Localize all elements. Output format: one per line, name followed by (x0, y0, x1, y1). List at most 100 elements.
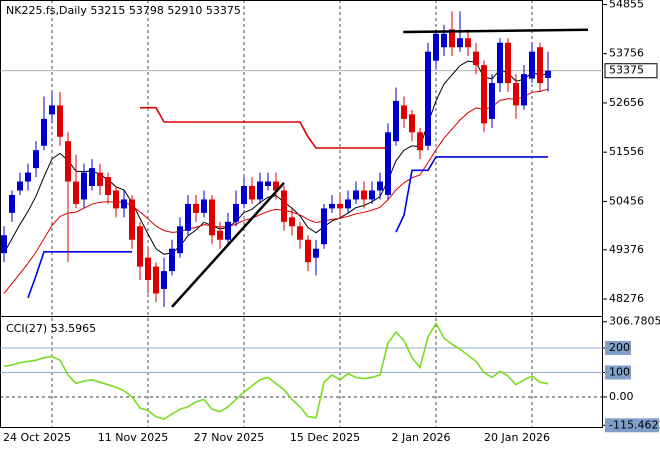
x-tick-label: 15 Dec 2025 (290, 431, 360, 444)
candle-body (345, 199, 351, 209)
candle-body (249, 186, 255, 200)
y-tick-label: 100 (609, 365, 630, 378)
x-tick-label: 11 Nov 2025 (98, 431, 168, 444)
candle-body (481, 65, 487, 124)
candle-body (153, 266, 159, 294)
y-tick-label: 306.7805 (609, 315, 660, 328)
price-box (604, 63, 658, 79)
candle-body (473, 51, 479, 66)
candle-body (425, 51, 431, 146)
label-box (605, 365, 631, 380)
candle-body (9, 194, 15, 213)
candle-body (313, 248, 319, 258)
cci-line (3, 321, 549, 420)
high-label: 53798 (129, 4, 164, 17)
current-price-label: 53375 (609, 64, 644, 77)
low-label: 52910 (167, 4, 202, 17)
candle-body (241, 186, 247, 204)
candle-body (89, 168, 95, 187)
stop-line (27, 156, 548, 299)
candle-body (33, 150, 39, 169)
candle-body (49, 105, 55, 115)
candle-body (41, 118, 47, 146)
label-box (605, 340, 631, 355)
candle-body (361, 190, 367, 200)
open-label: 53215 (90, 4, 125, 17)
candle-body (217, 230, 223, 240)
y-tick-label: 48276 (609, 292, 644, 305)
cci-name: CCI(27) (6, 322, 47, 335)
candle-body (385, 132, 391, 195)
trend-line (171, 182, 285, 308)
candle-body (73, 181, 79, 204)
x-tick-label: 2 Jan 2026 (392, 431, 451, 444)
candle-body (289, 217, 295, 227)
y-tick-label: -115.4622 (609, 418, 660, 431)
candle-body (161, 271, 167, 289)
candle-body (105, 177, 111, 195)
candle-body (121, 199, 127, 209)
candle-body (401, 105, 407, 119)
candle-body (497, 42, 503, 84)
y-tick-label: 54855 (609, 0, 644, 10)
candle-body (265, 181, 271, 187)
stop-line (140, 106, 388, 149)
candle-body (25, 172, 31, 182)
y-tick-label: 0.00 (609, 390, 634, 403)
candle-body (417, 132, 423, 151)
y-tick-label: 49376 (609, 243, 644, 256)
candle-body (57, 105, 63, 137)
candle-body (353, 190, 359, 200)
candle-body (137, 226, 143, 267)
label-box (605, 418, 659, 433)
moving-average (3, 88, 549, 294)
y-tick-label: 200 (609, 341, 630, 354)
frame (0, 0, 603, 428)
x-tick-label: 24 Oct 2025 (3, 431, 71, 444)
candle-body (321, 208, 327, 245)
candle-body (233, 203, 239, 222)
candle-body (513, 83, 519, 106)
candle-body (113, 190, 119, 209)
candle-body (545, 70, 551, 78)
candle-body (521, 74, 527, 106)
candle-body (465, 38, 471, 48)
candle-body (449, 29, 455, 48)
candle-body (225, 221, 231, 240)
y-tick-label: 51556 (609, 145, 644, 158)
candle-body (201, 199, 207, 213)
candle-body (129, 199, 135, 240)
candle-body (1, 235, 7, 254)
candle-body (145, 257, 151, 281)
candle-body (257, 181, 263, 200)
moving-average (3, 60, 549, 255)
candle-body (169, 248, 175, 272)
y-tick-label: 53756 (609, 47, 644, 60)
candle-body (369, 190, 375, 200)
indicator-title: CCI(27) 53.5965 (6, 322, 96, 335)
candle-body (537, 47, 543, 84)
y-tick-label: 50456 (609, 194, 644, 207)
candle-body (393, 100, 399, 142)
candle-body (281, 190, 287, 222)
candle-body (329, 203, 335, 209)
candle-body (65, 141, 71, 182)
candle-body (97, 172, 103, 187)
candle-body (337, 203, 343, 209)
candle-body (185, 203, 191, 231)
candle-body (17, 181, 23, 191)
candle-body (297, 226, 303, 240)
candle-body (457, 38, 463, 48)
x-tick-label: 20 Jan 2026 (484, 431, 550, 444)
chart-title: NK225.fs,Daily 53215 53798 52910 53375 (6, 4, 241, 17)
candle-body (193, 203, 199, 213)
candle-body (441, 33, 447, 48)
candle-body (529, 51, 535, 79)
y-tick-label: 52656 (609, 96, 644, 109)
candle-body (505, 42, 511, 84)
close-label: 53375 (206, 4, 241, 17)
candle-body (305, 239, 311, 263)
cci-value: 53.5965 (51, 322, 97, 335)
candle-body (273, 181, 279, 191)
